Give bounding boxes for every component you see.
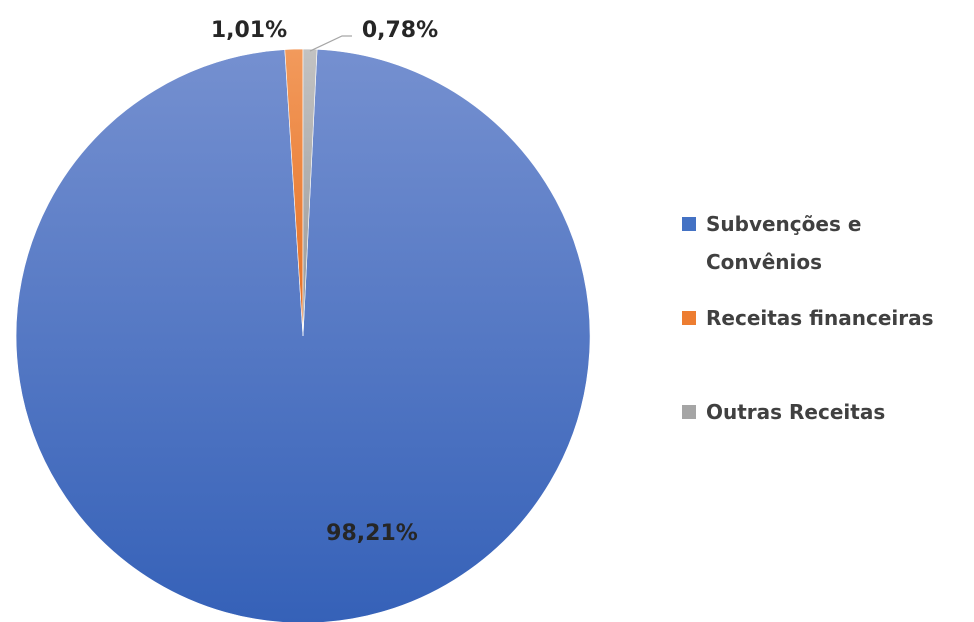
legend-item-outras-receitas: Outras Receitas	[682, 400, 885, 424]
legend-swatch	[682, 311, 696, 325]
legend-swatch	[682, 217, 696, 231]
legend: Subvenções e Convênios Receitas financeira…	[682, 212, 934, 424]
leader-lines	[309, 35, 352, 52]
pie-slices	[15, 48, 591, 622]
legend-label: Outras Receitas	[706, 400, 885, 424]
data-label-outras-receitas: 0,78%	[362, 18, 438, 43]
slice-outras-receitas	[302, 48, 318, 337]
legend-item-subvencoes-convenios: Subvenções e Convênios	[682, 212, 861, 274]
legend-swatch	[682, 405, 696, 419]
legend-label: Subvenções e	[706, 212, 861, 236]
data-label-subvencoes-convenios: 98,21%	[326, 521, 418, 546]
legend-label: Convênios	[706, 250, 822, 274]
data-label-receitas-financeiras: 1,01%	[211, 18, 287, 43]
legend-item-receitas-financeiras: Receitas financeiras	[682, 306, 934, 330]
data-labels: 98,21% 1,01% 0,78%	[211, 18, 438, 546]
leader-line-outras-receitas	[309, 35, 352, 52]
legend-label: Receitas financeiras	[706, 306, 934, 330]
